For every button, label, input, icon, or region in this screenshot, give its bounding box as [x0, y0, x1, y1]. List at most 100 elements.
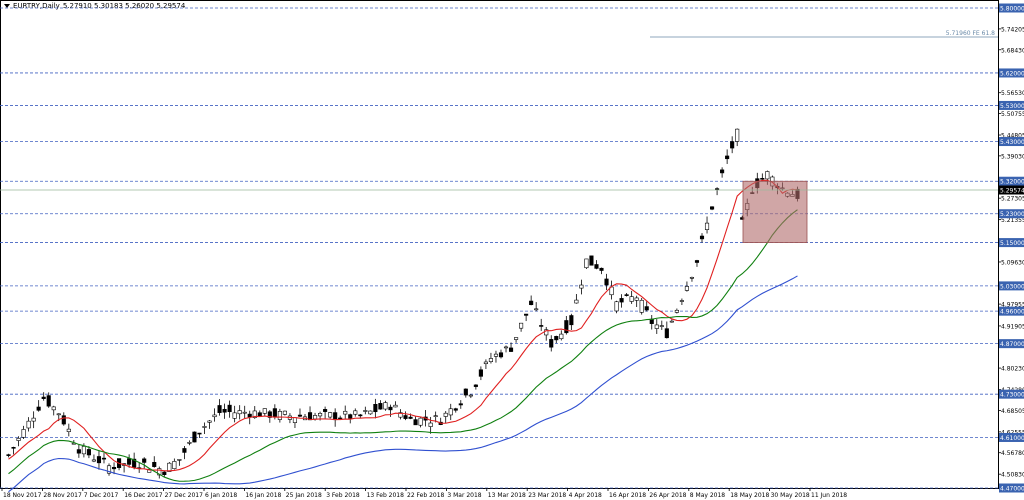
candle-body [534, 308, 539, 311]
price-tick-label: 5.44805 [1001, 133, 1024, 140]
level-label-bg [999, 339, 1024, 349]
price-tick-label: 5.56530 [1001, 90, 1024, 97]
candle-body [669, 320, 674, 323]
candle-body [503, 346, 509, 349]
level-label-bg [999, 68, 1024, 78]
candle-body [277, 411, 282, 420]
candle-body [433, 415, 438, 417]
price-tick-label: 4.62555 [1001, 429, 1024, 436]
chart-title-bar: EURTRY,Daily 5.27910 5.30183 5.26020 5.2… [4, 2, 185, 10]
candle-body [418, 417, 423, 426]
price-tick-label: 5.21355 [1001, 217, 1024, 224]
candle-body [297, 414, 303, 417]
candle-body [272, 408, 277, 417]
dropdown-triangle-icon[interactable] [4, 4, 10, 8]
candle-body [247, 413, 252, 418]
level-label: 5.43000 [1000, 139, 1024, 146]
candle-body [378, 403, 383, 410]
candle-body [654, 324, 659, 329]
price-tick-label: 4.56780 [1001, 450, 1024, 457]
candle-body [338, 417, 343, 420]
candle-body [664, 328, 669, 339]
candle-body [634, 297, 639, 301]
level-label: 5.53000 [1000, 103, 1024, 110]
level-label: 4.96000 [1000, 309, 1024, 316]
level-label-bg [999, 3, 1024, 13]
candle-body [388, 406, 393, 411]
date-label: 30 May 2018 [771, 492, 810, 499]
ohlc-readout: 5.27910 5.30183 5.26020 5.29574 [62, 2, 186, 10]
candle-body [689, 277, 695, 279]
date-label: 23 Mar 2018 [528, 492, 566, 499]
candle-body [519, 322, 524, 329]
candle-body [187, 442, 192, 444]
level-label-bg [999, 176, 1024, 186]
candle-body [217, 405, 222, 413]
candle-body [242, 411, 247, 414]
date-label: 4 Apr 2018 [569, 492, 602, 499]
level-label-bg [999, 238, 1024, 248]
price-tick-label: 5.39030 [1001, 153, 1024, 160]
candle-body [343, 410, 348, 415]
candle-body [715, 188, 720, 190]
candle-body [629, 296, 634, 302]
candle-body [111, 466, 117, 470]
date-label: 16 Apr 2018 [609, 492, 646, 499]
candle-body [282, 410, 287, 415]
price-tick-label: 4.50830 [1001, 472, 1024, 479]
candle-body [142, 458, 147, 463]
candle-body [262, 408, 267, 414]
candle-body [639, 299, 644, 313]
candle-body [11, 447, 16, 449]
candle-body [514, 337, 519, 340]
candle-body [529, 300, 534, 306]
candle-body [699, 235, 705, 240]
candle-body [599, 267, 604, 271]
plot-frame [0, 0, 999, 489]
date-label: 13 Feb 2018 [367, 492, 405, 499]
level-label-bg [999, 137, 1024, 147]
date-label: 8 May 2018 [690, 492, 725, 499]
candle-body [267, 411, 272, 418]
price-tick-label: 5.27305 [1001, 196, 1024, 203]
candle-body [91, 459, 97, 462]
fibo-label: 5.71960 FE 61.8 [946, 30, 995, 37]
candle-body [765, 171, 770, 180]
candle-body [318, 413, 323, 417]
candle-body [312, 415, 318, 420]
level-label-bg [999, 306, 1024, 316]
candle-body [197, 432, 202, 435]
level-label: 5.23000 [1000, 211, 1024, 218]
candle-body [483, 361, 488, 365]
candle-body [147, 468, 152, 473]
date-label: 16 Jan 2018 [245, 492, 281, 499]
candle-body [363, 410, 368, 412]
candle-body [182, 448, 187, 453]
candle-body [725, 155, 730, 160]
candle-body [66, 428, 71, 432]
date-label: 13 Mar 2018 [488, 492, 526, 499]
level-label: 5.80000 [1000, 6, 1024, 13]
date-label: 11 Jun 2018 [811, 492, 847, 499]
candle-body [227, 404, 232, 413]
candle-body [162, 471, 167, 475]
date-label: 26 Apr 2018 [649, 492, 686, 499]
candle-body [232, 412, 237, 419]
level-label: 4.87000 [1000, 341, 1024, 348]
current-price-label: 5.29574 [1000, 187, 1024, 194]
price-tick-label: 5.50755 [1001, 111, 1024, 118]
ma-fast-line [8, 179, 798, 472]
date-label: 22 Feb 2018 [407, 492, 445, 499]
candle-body [6, 454, 11, 456]
candle-body [539, 325, 544, 327]
candle-body [46, 395, 51, 407]
candle-body [207, 420, 212, 423]
candle-body [61, 415, 66, 425]
candle-body [564, 320, 569, 334]
candle-body [383, 402, 388, 410]
candle-body [167, 462, 172, 472]
candle-body [488, 358, 494, 362]
candle-body [292, 417, 298, 423]
candle-body [31, 417, 36, 422]
